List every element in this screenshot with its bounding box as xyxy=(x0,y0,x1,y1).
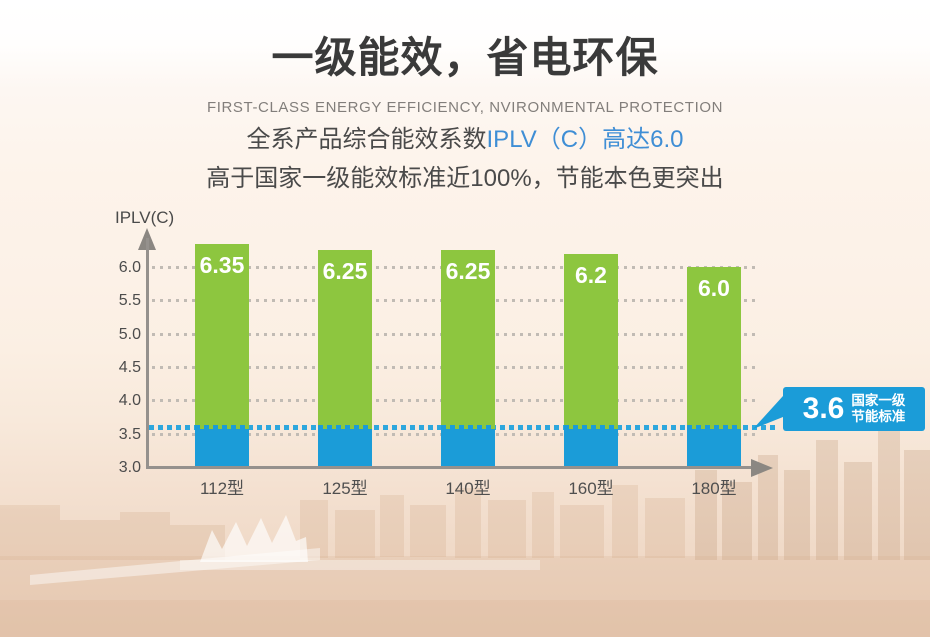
x-tick-label-180型: 180型 xyxy=(691,479,737,498)
bar-below-threshold-180型 xyxy=(687,424,741,466)
bar-threshold-scallop xyxy=(687,424,741,429)
description-line-1: 全系产品综合能效系数IPLV（C）高达6.0 xyxy=(0,120,930,159)
bar-below-threshold-125型 xyxy=(318,424,372,466)
bar-value-label-125型: 6.25 xyxy=(322,258,368,285)
threshold-callout: 3.6 国家一级 节能标准 xyxy=(783,387,925,431)
x-axis-arrow-icon xyxy=(751,458,773,477)
bar-threshold-scallop xyxy=(195,424,249,429)
y-tick-label-5.5: 5.5 xyxy=(118,292,141,310)
y-tick-label-6.0: 6.0 xyxy=(118,258,141,276)
description-block: 全系产品综合能效系数IPLV（C）高达6.0 高于国家一级能效标准近100%，节… xyxy=(0,120,930,198)
bar-above-threshold-160型 xyxy=(564,253,618,429)
y-axis-line xyxy=(146,238,149,469)
description-line1-highlight: IPLV（C）高达6.0 xyxy=(486,126,684,153)
bar-below-threshold-112型 xyxy=(195,424,249,466)
page-header: 一级能效，省电环保 FIRST-CLASS ENERGY EFFICIENCY,… xyxy=(0,24,930,116)
x-tick-label-125型: 125型 xyxy=(322,479,368,498)
page-title: 一级能效，省电环保 xyxy=(271,34,659,81)
y-tick-label-4.5: 4.5 xyxy=(118,358,141,376)
description-line1-prefix: 全系产品综合能效系数 xyxy=(246,126,487,153)
bar-below-threshold-160型 xyxy=(564,424,618,466)
y-axis-title: IPLV(C) xyxy=(115,208,175,227)
bar-below-threshold-140型 xyxy=(441,424,495,466)
x-axis-line xyxy=(146,466,752,469)
y-tick-label-4.0: 4.0 xyxy=(118,392,141,410)
bar-value-label-160型: 6.2 xyxy=(575,261,607,288)
threshold-value: 3.6 xyxy=(802,392,845,425)
bar-above-threshold-112型 xyxy=(195,243,249,429)
x-tick-label-160型: 160型 xyxy=(568,479,614,498)
bar-above-threshold-125型 xyxy=(318,250,372,429)
iplv-bar-chart: IPLV(C) 3.6 国家一级 节能标准 6.0 5.5 5.0 4.5 4.0 3.5 3… xyxy=(115,206,930,521)
bar-threshold-scallop xyxy=(318,424,372,429)
bar-threshold-scallop xyxy=(441,424,495,429)
page-subtitle: FIRST-CLASS ENERGY EFFICIENCY, NVIRONMEN… xyxy=(206,99,724,116)
y-tick-label-3.0: 3.0 xyxy=(118,459,141,476)
bar-value-label-112型: 6.35 xyxy=(199,251,245,278)
x-tick-label-140型: 140型 xyxy=(445,479,491,498)
threshold-callout-tail-icon xyxy=(753,396,783,429)
bar-value-label-180型: 6.0 xyxy=(698,274,730,301)
description-line-2: 高于国家一级能效标准近100%，节能本色更突出 xyxy=(206,165,724,192)
threshold-caption: 国家一级 节能标准 xyxy=(851,392,906,424)
bar-threshold-scallop xyxy=(564,424,618,429)
y-tick-label-3.5: 3.5 xyxy=(118,425,141,443)
y-tick-label-5.0: 5.0 xyxy=(118,325,141,343)
bar-above-threshold-140型 xyxy=(441,250,495,429)
x-tick-label-112型: 112型 xyxy=(199,479,245,498)
bar-above-threshold-180型 xyxy=(687,266,741,429)
bar-value-label-140型: 6.25 xyxy=(445,258,491,285)
